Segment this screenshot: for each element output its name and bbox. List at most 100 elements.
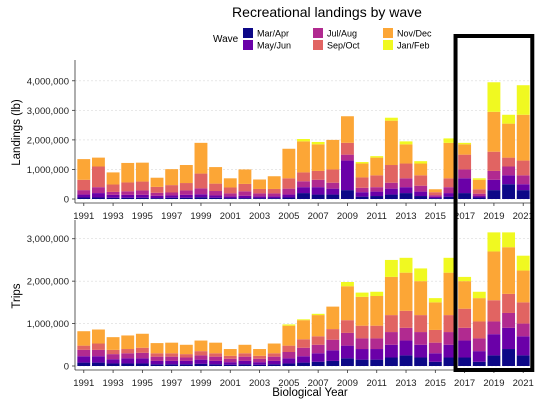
bar-sep-oct-2013 <box>399 163 413 179</box>
bar-may-jun-2002 <box>238 360 252 365</box>
bar-sep-oct-1996 <box>150 353 164 357</box>
bar-sep-oct-1995 <box>135 347 149 353</box>
bar-jul-aug-1999 <box>194 355 208 360</box>
bar-may-jun-1992 <box>91 193 105 198</box>
bar-may-jun-2019 <box>487 179 501 191</box>
bar-mar-apr-2007 <box>311 361 325 366</box>
bar-jan-feb-2011 <box>370 156 384 158</box>
bar-may-jun-2008 <box>326 188 340 195</box>
bar-nov-dec-1994 <box>121 162 135 183</box>
bar-mar-apr-1995 <box>135 363 149 366</box>
bar-nov-dec-2001 <box>223 349 237 356</box>
bar-mar-apr-2017 <box>458 357 472 366</box>
bar-jul-aug-2016 <box>443 187 457 194</box>
bar-jul-aug-2000 <box>209 191 223 196</box>
bar-sep-oct-1994 <box>121 349 135 354</box>
x-tick-label: 2019 <box>483 211 504 222</box>
bar-mar-apr-1992 <box>91 197 105 199</box>
bar-mar-apr-2002 <box>238 364 252 366</box>
bar-may-jun-2021 <box>516 184 530 191</box>
bar-jul-aug-2020 <box>502 166 516 176</box>
bar-jul-aug-2008 <box>326 182 340 189</box>
bar-may-jun-2014 <box>414 191 428 197</box>
bar-mar-apr-2005 <box>282 197 296 199</box>
bar-sep-oct-1999 <box>194 351 208 356</box>
y-tick-label: 0 <box>64 362 69 373</box>
bar-sep-oct-2011 <box>370 325 384 339</box>
bar-sep-oct-2005 <box>282 345 296 352</box>
bar-mar-apr-2019 <box>487 190 501 199</box>
bar-jul-aug-1998 <box>179 357 193 361</box>
bar-jan-feb-2010 <box>355 162 369 164</box>
bar-may-jun-2006 <box>297 356 310 363</box>
bar-nov-dec-2001 <box>223 178 237 188</box>
bar-jan-feb-2017 <box>458 276 472 282</box>
bar-sep-oct-2001 <box>223 187 237 194</box>
bar-jul-aug-2014 <box>414 185 428 192</box>
bar-sep-oct-2011 <box>370 175 384 188</box>
bar-may-jun-2006 <box>297 187 310 194</box>
y-tick-label: 1,000,000 <box>27 319 69 330</box>
bar-may-jun-2016 <box>443 193 457 197</box>
bar-mar-apr-2016 <box>443 196 457 199</box>
bar-jul-aug-2010 <box>355 338 369 350</box>
bar-mar-apr-1998 <box>179 197 193 199</box>
bar-nov-dec-2020 <box>502 247 516 294</box>
bar-may-jun-2010 <box>355 349 369 360</box>
bar-sep-oct-2000 <box>209 353 223 357</box>
bar-mar-apr-1997 <box>165 364 179 366</box>
bar-nov-dec-1997 <box>165 169 179 186</box>
bar-sep-oct-2018 <box>472 321 486 339</box>
bar-sep-oct-1991 <box>77 345 91 350</box>
bar-sep-oct-1992 <box>91 166 105 188</box>
bar-jul-aug-2021 <box>516 323 530 337</box>
x-tick-label: 1993 <box>103 378 124 389</box>
bar-sep-oct-2013 <box>399 310 413 328</box>
bar-jan-feb-2007 <box>311 313 325 316</box>
bar-may-jun-2004 <box>267 196 281 199</box>
bar-mar-apr-2014 <box>414 196 428 199</box>
bar-mar-apr-2004 <box>267 364 281 366</box>
bar-may-jun-2007 <box>311 187 325 195</box>
bar-sep-oct-2021 <box>516 302 530 324</box>
bar-mar-apr-2020 <box>502 184 516 199</box>
bar-sep-oct-2015 <box>428 329 442 343</box>
x-tick-label: 2005 <box>278 378 299 389</box>
bar-may-jun-1999 <box>194 194 208 198</box>
bar-mar-apr-2001 <box>223 364 237 366</box>
bar-may-jun-2015 <box>428 353 442 362</box>
bar-jan-feb-2011 <box>370 291 384 296</box>
bar-jul-aug-2000 <box>209 356 223 361</box>
bar-mar-apr-2011 <box>370 359 384 366</box>
bar-jan-feb-2006 <box>297 139 310 142</box>
bar-jan-feb-2021 <box>516 85 530 115</box>
bar-may-jun-2008 <box>326 350 340 361</box>
bar-mar-apr-2018 <box>472 197 486 199</box>
bar-nov-dec-2019 <box>487 111 501 152</box>
bar-jul-aug-2017 <box>458 327 472 341</box>
bar-jul-aug-1993 <box>106 354 120 360</box>
bar-nov-dec-2005 <box>282 148 296 179</box>
legend-swatch-jul-aug <box>313 28 323 38</box>
bar-nov-dec-2013 <box>399 144 413 164</box>
bar-nov-dec-1995 <box>135 162 149 182</box>
x-tick-label: 2011 <box>367 378 387 389</box>
bar-sep-oct-2014 <box>414 315 428 333</box>
bar-jul-aug-2015 <box>428 342 442 354</box>
bar-jul-aug-2020 <box>502 312 516 328</box>
bar-may-jun-1998 <box>179 360 193 365</box>
bar-may-jun-2013 <box>399 187 413 194</box>
bar-may-jun-2005 <box>282 194 296 198</box>
bar-mar-apr-2004 <box>267 198 281 199</box>
bar-mar-apr-2015 <box>428 361 442 366</box>
bar-nov-dec-2008 <box>326 306 340 330</box>
bar-nov-dec-1995 <box>135 333 149 348</box>
bar-mar-apr-2017 <box>458 193 472 199</box>
bar-mar-apr-2014 <box>414 357 428 366</box>
legend-swatch-sep-oct <box>313 40 323 50</box>
bar-sep-oct-2021 <box>516 160 530 176</box>
bar-jul-aug-2003 <box>253 193 267 197</box>
bar-may-jun-2019 <box>487 334 501 356</box>
x-tick-label: 2005 <box>278 211 299 222</box>
